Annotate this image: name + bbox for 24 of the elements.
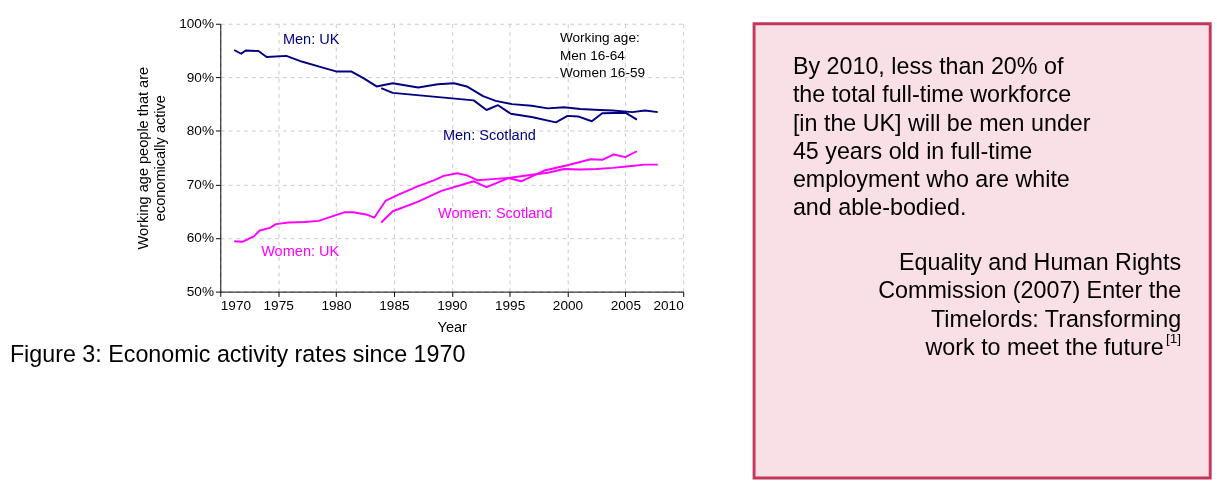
x-tick-label: 1995 [495,297,526,313]
x-tick-label: 1975 [263,297,294,313]
x-tick-label: 2010 [653,297,685,313]
series-label: Men: Scotland [442,127,536,144]
y-axis-title: Working age people that are economically active [135,66,168,250]
x-tick-label: 1990 [437,297,468,313]
y-tick-label: 50% [186,283,214,299]
x-tick-label: 1985 [379,297,410,313]
y-tick-label: 90% [186,69,214,85]
x-axis-title: Year [437,318,468,335]
y-tick-label: 100% [179,16,214,32]
y-tick-label: 60% [186,230,214,246]
text: Figure 3: Economic activity rates since 1970 [9,341,466,368]
x-tick-label: 2005 [610,297,641,313]
x-tick-label: 1980 [321,297,353,313]
series-label: Men: UK [282,31,340,48]
x-tick-label: 2000 [552,297,584,313]
series-label: Women: Scotland [437,205,553,222]
y-tick-label: 70% [186,176,214,192]
series-label: Women: UK [261,243,340,260]
text: By 2010, less than 20% of the total full-time workforce [in the UK] will be men under 45 years old in full-time employment who are white and able-bodied. [792,53,1091,220]
y-tick-label: 80% [186,123,214,139]
annotation: Working age: Men 16-64 Women 16-59 [559,30,646,81]
x-tick-label: 1970 [220,297,252,313]
